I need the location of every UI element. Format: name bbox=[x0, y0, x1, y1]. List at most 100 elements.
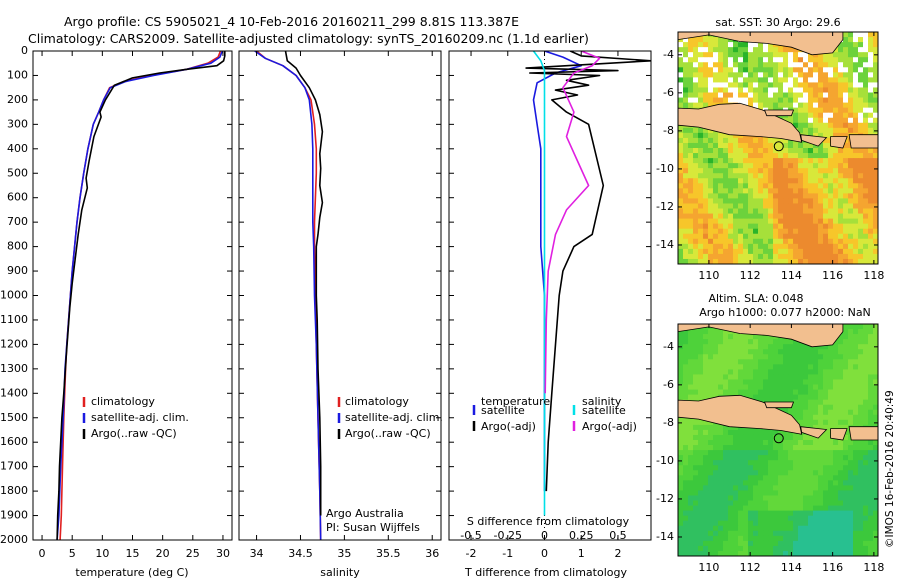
sla-map-cell bbox=[833, 374, 839, 380]
sla-map-cell bbox=[758, 540, 764, 547]
sla-map-cell bbox=[733, 500, 739, 506]
sla-map-cell bbox=[813, 505, 819, 512]
sla-map-cell bbox=[718, 434, 724, 441]
sst-map-cell bbox=[838, 47, 844, 53]
island-landmass bbox=[800, 134, 828, 147]
sla-map-field bbox=[678, 324, 878, 556]
sla-map-cell bbox=[693, 470, 699, 476]
sst-map-cell bbox=[828, 163, 834, 169]
sst-map-cell bbox=[748, 248, 754, 255]
sla-map-cell bbox=[793, 379, 799, 385]
sla-map-cell bbox=[833, 485, 839, 491]
sla-map-cell bbox=[783, 445, 789, 451]
sla-map-cell bbox=[778, 389, 784, 396]
sla-map-cell bbox=[863, 349, 869, 355]
sla-map-cell bbox=[833, 450, 839, 456]
sla-map-cell bbox=[708, 540, 714, 547]
sst-map-cell bbox=[743, 233, 749, 240]
sla-map-cell bbox=[678, 434, 684, 441]
sst-map-cell bbox=[798, 97, 804, 104]
sla-map-cell bbox=[813, 480, 819, 486]
sla-map-cell bbox=[833, 500, 839, 506]
sla-map-cell bbox=[773, 500, 779, 506]
sst-map-cell bbox=[753, 57, 759, 63]
sst-map-cell bbox=[783, 243, 789, 250]
sst-map-cell bbox=[773, 193, 779, 199]
sla-map-cell bbox=[838, 510, 844, 517]
sst-map-cell bbox=[853, 122, 859, 129]
sla-map-cell bbox=[738, 460, 744, 466]
sst-map-cell bbox=[828, 87, 834, 93]
sla-map-cell bbox=[733, 535, 739, 542]
sst-map-cell bbox=[793, 102, 799, 109]
sla-map-cell bbox=[868, 480, 874, 486]
sst-map-cell bbox=[868, 92, 874, 98]
sst-map-cell bbox=[853, 92, 859, 98]
sla-map-cell bbox=[743, 369, 749, 375]
sla-map-cell bbox=[858, 339, 864, 345]
sla-map-cell bbox=[778, 429, 784, 436]
sla-map-cell bbox=[688, 354, 694, 360]
sla-map-cell bbox=[768, 515, 774, 522]
sla-map-cell bbox=[798, 369, 804, 375]
sst-map-cell bbox=[683, 97, 689, 104]
sst-map-cell bbox=[798, 77, 804, 83]
sst-map-cell bbox=[718, 92, 724, 98]
sla-map-cell bbox=[688, 480, 694, 486]
sla-map-cell bbox=[823, 394, 829, 401]
sla-map-cell bbox=[873, 540, 878, 547]
sla-map-cell bbox=[873, 374, 878, 380]
sla-map-cell bbox=[678, 389, 684, 396]
sla-map-cell bbox=[703, 344, 709, 350]
sla-map-cell bbox=[773, 394, 779, 401]
sla-map-cell bbox=[693, 429, 699, 436]
sst-map-cell bbox=[733, 168, 739, 174]
sla-map-cell bbox=[688, 384, 694, 390]
sst-map-cell bbox=[808, 198, 814, 204]
sla-map-cell bbox=[728, 369, 734, 375]
sst-map-cell bbox=[718, 82, 724, 88]
sla-map-cell bbox=[813, 414, 819, 421]
sst-map-cell bbox=[703, 248, 709, 255]
sst-map-cell bbox=[753, 213, 759, 220]
sst-map-cell bbox=[843, 47, 849, 53]
sst-map-cell bbox=[803, 107, 809, 114]
sla-map-cell bbox=[868, 354, 874, 360]
sst-map-cell bbox=[748, 47, 754, 53]
sst-map-cell bbox=[768, 183, 774, 189]
sla-map-cell bbox=[718, 384, 724, 390]
sla-map-cell bbox=[803, 404, 809, 411]
sla-map-cell bbox=[788, 515, 794, 522]
sst-map-cell bbox=[678, 142, 684, 149]
sla-map-cell bbox=[748, 429, 754, 436]
sla-map-cell bbox=[748, 505, 754, 512]
sst-map-cell bbox=[873, 168, 878, 174]
sst-map-cell bbox=[693, 102, 699, 109]
sla-map-cell bbox=[843, 339, 849, 345]
sst-map-cell bbox=[728, 77, 734, 83]
sst-map-cell bbox=[803, 238, 809, 245]
sla-map-cell bbox=[763, 429, 769, 436]
sla-map-cell bbox=[728, 480, 734, 486]
sst-map-cell bbox=[808, 223, 814, 230]
sla-map-cell bbox=[723, 470, 729, 476]
sst-map-cell bbox=[748, 62, 754, 68]
sst-map-cell bbox=[813, 112, 819, 119]
sla-map-cell bbox=[833, 490, 839, 496]
sla-map-cell bbox=[678, 445, 684, 451]
difference-legend: temperature satellite Argo(-adj) salinit… bbox=[472, 395, 637, 433]
sla-map-cell bbox=[853, 329, 859, 335]
sla-map-cell bbox=[773, 339, 779, 345]
sla-map-cell bbox=[848, 354, 854, 360]
sla-map-cell bbox=[763, 530, 769, 537]
sst-map-cell bbox=[808, 82, 814, 88]
sst-map-cell bbox=[678, 218, 684, 225]
sla-map-cell bbox=[758, 465, 764, 471]
sla-map-cell bbox=[703, 490, 709, 496]
sst-map-cell bbox=[713, 92, 719, 98]
header-line1: Argo profile: CS 5905021_4 10-Feb-2016 2… bbox=[64, 14, 519, 29]
sla-map-cell bbox=[873, 414, 878, 421]
sla-map-cell bbox=[723, 500, 729, 506]
sst-map-cell bbox=[868, 163, 874, 169]
sst-map-cell bbox=[803, 117, 809, 124]
